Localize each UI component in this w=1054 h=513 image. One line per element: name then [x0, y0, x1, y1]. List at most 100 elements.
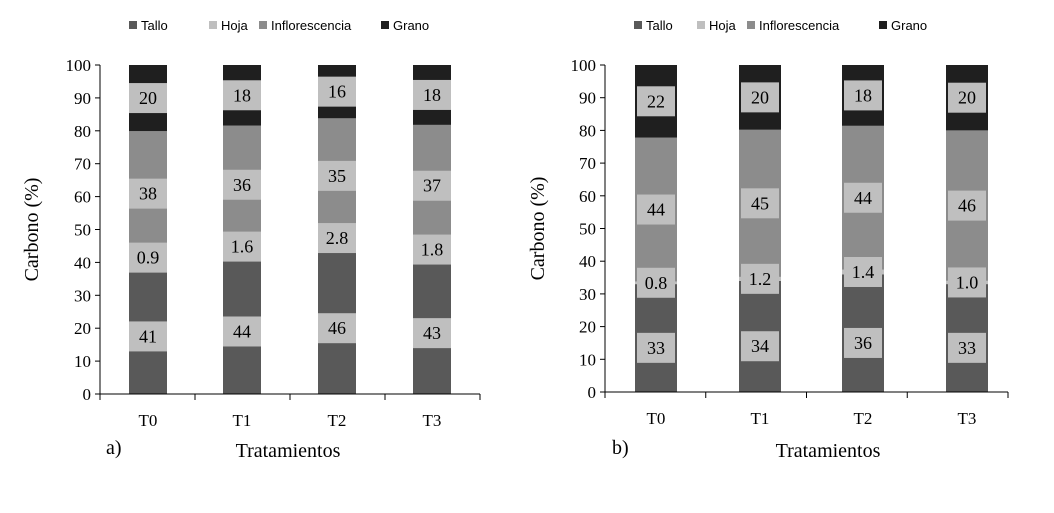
- bars: [129, 65, 451, 394]
- legend-label-tallo: Tallo: [141, 18, 168, 33]
- legend-swatch-grano: [879, 21, 887, 29]
- y-tick-label-30: 30: [579, 285, 596, 304]
- data-label-tallo-t0: 33: [647, 338, 665, 358]
- legend-swatch-hoja: [697, 21, 705, 29]
- y-tick-label-100: 100: [66, 56, 92, 75]
- data-label-box-inflorescencia-t0: [637, 194, 675, 225]
- legend: Tallo Hoja Inflorescencia Grano: [634, 18, 927, 33]
- legend-label-hoja: Hoja: [221, 18, 249, 33]
- data-label-box-hoja-t3: [948, 267, 986, 298]
- data-label-tallo-t2: 36: [854, 333, 872, 353]
- y-tick-label-0: 0: [588, 383, 597, 402]
- data-label-grano-t0: 22: [647, 91, 665, 111]
- data-label-inflorescencia-t0: 44: [647, 200, 665, 220]
- legend-swatch-grano: [381, 21, 389, 29]
- y-tick-label-20: 20: [579, 318, 596, 337]
- legend-label-inflorescencia: Inflorescencia: [759, 18, 840, 33]
- y-tick-label-40: 40: [579, 252, 596, 271]
- y-tick-label-10: 10: [74, 352, 91, 371]
- y-tick-label-50: 50: [579, 220, 596, 239]
- legend: Tallo Hoja Inflorescencia Grano: [129, 18, 429, 33]
- data-label-grano-t1: 20: [751, 87, 769, 107]
- data-label-inflorescencia-t0: 38: [139, 184, 157, 204]
- data-label-box-tallo-t3: [413, 318, 451, 349]
- data-label-box-inflorescencia-t3: [948, 190, 986, 221]
- y-tick-label-90: 90: [74, 89, 91, 108]
- data-label-box-hoja-t0: [129, 242, 167, 273]
- y-tick-label-40: 40: [74, 253, 91, 272]
- data-label-hoja-t3: 1.0: [956, 272, 979, 292]
- data-label-hoja-t3: 1.8: [421, 240, 444, 260]
- chart-panel-a: Tallo Hoja Inflorescencia Grano 41 0.9 38 20 44 1…: [21, 18, 481, 462]
- y-tick-label-70: 70: [74, 155, 91, 174]
- data-label-box-hoja-t0: [637, 267, 675, 298]
- data-label-box-inflorescencia-t1: [741, 188, 779, 219]
- data-label-box-grano-t1: [741, 82, 779, 113]
- x-tick-label-t2: T2: [328, 411, 347, 430]
- data-label-inflorescencia-t2: 35: [328, 166, 346, 186]
- y-tick-label-80: 80: [74, 122, 91, 141]
- data-label-box-tallo-t0: [637, 332, 675, 363]
- data-label-box-grano-t3: [413, 79, 451, 110]
- legend-label-tallo: Tallo: [646, 18, 673, 33]
- y-tick-label-90: 90: [579, 89, 596, 108]
- data-label-tallo-t3: 33: [958, 338, 976, 358]
- y-axis-title: Carbono (%): [527, 177, 549, 281]
- data-label-box-grano-t2: [844, 80, 882, 111]
- data-labels: 33 0.8 44 22 34 1.2 45 20 36 1.4 44 18 33 1.0 46 20: [637, 80, 986, 363]
- data-label-inflorescencia-t3: 46: [958, 196, 976, 216]
- x-tick-label-t0: T0: [647, 409, 666, 428]
- legend-swatch-tallo: [634, 21, 642, 29]
- legend-swatch-inflorescencia: [747, 21, 755, 29]
- x-tick-label-t0: T0: [139, 411, 158, 430]
- data-label-tallo-t2: 46: [328, 318, 346, 338]
- y-tick-label-80: 80: [579, 121, 596, 140]
- data-label-box-grano-t1: [223, 80, 261, 111]
- data-label-inflorescencia-t1: 36: [233, 175, 251, 195]
- data-label-grano-t1: 18: [233, 85, 251, 105]
- legend-swatch-inflorescencia: [259, 21, 267, 29]
- data-label-box-grano-t3: [948, 82, 986, 113]
- y-axis-title: Carbono (%): [21, 178, 43, 282]
- data-label-tallo-t1: 44: [233, 321, 251, 341]
- data-label-box-inflorescencia-t1: [223, 169, 261, 200]
- data-label-box-tallo-t1: [223, 316, 261, 347]
- data-label-box-inflorescencia-t3: [413, 170, 451, 201]
- axes: 0 10 20 30 40 50 60 70 80 90 100 T0 T1 T2 T3: [571, 56, 1009, 428]
- y-tick-label-70: 70: [579, 154, 596, 173]
- data-label-grano-t0: 20: [139, 88, 157, 108]
- data-label-hoja-t2: 1.4: [852, 262, 875, 282]
- data-label-inflorescencia-t3: 37: [423, 176, 441, 196]
- y-tick-label-10: 10: [579, 350, 596, 369]
- data-label-box-hoja-t2: [318, 223, 356, 254]
- x-axis-title: Tratamientos: [236, 440, 341, 462]
- data-label-inflorescencia-t1: 45: [751, 193, 769, 213]
- data-label-hoja-t1: 1.2: [749, 269, 772, 289]
- legend-label-inflorescencia: Inflorescencia: [271, 18, 352, 33]
- data-label-tallo-t3: 43: [423, 323, 441, 343]
- y-tick-label-60: 60: [74, 188, 91, 207]
- legend-swatch-tallo: [129, 21, 137, 29]
- data-label-box-hoja-t3: [413, 234, 451, 265]
- data-label-grano-t3: 18: [423, 85, 441, 105]
- data-label-grano-t3: 20: [958, 88, 976, 108]
- legend-label-grano: Grano: [393, 18, 429, 33]
- x-axis-title: Tratamientos: [776, 440, 881, 462]
- y-tick-label-20: 20: [74, 319, 91, 338]
- data-label-box-hoja-t1: [741, 263, 779, 294]
- data-label-box-grano-t0: [637, 86, 675, 117]
- data-label-box-tallo-t1: [741, 331, 779, 362]
- x-tick-label-t3: T3: [423, 411, 442, 430]
- legend-swatch-hoja: [209, 21, 217, 29]
- x-tick-label-t3: T3: [958, 409, 977, 428]
- y-tick-label-0: 0: [83, 385, 92, 404]
- data-label-tallo-t1: 34: [751, 336, 769, 356]
- data-label-inflorescencia-t2: 44: [854, 188, 872, 208]
- data-label-box-tallo-t2: [844, 327, 882, 358]
- data-label-grano-t2: 16: [328, 82, 346, 102]
- x-tick-label-t1: T1: [751, 409, 770, 428]
- panel-label: b): [612, 437, 629, 459]
- legend-label-hoja: Hoja: [709, 18, 737, 33]
- data-label-box-tallo-t3: [948, 332, 986, 363]
